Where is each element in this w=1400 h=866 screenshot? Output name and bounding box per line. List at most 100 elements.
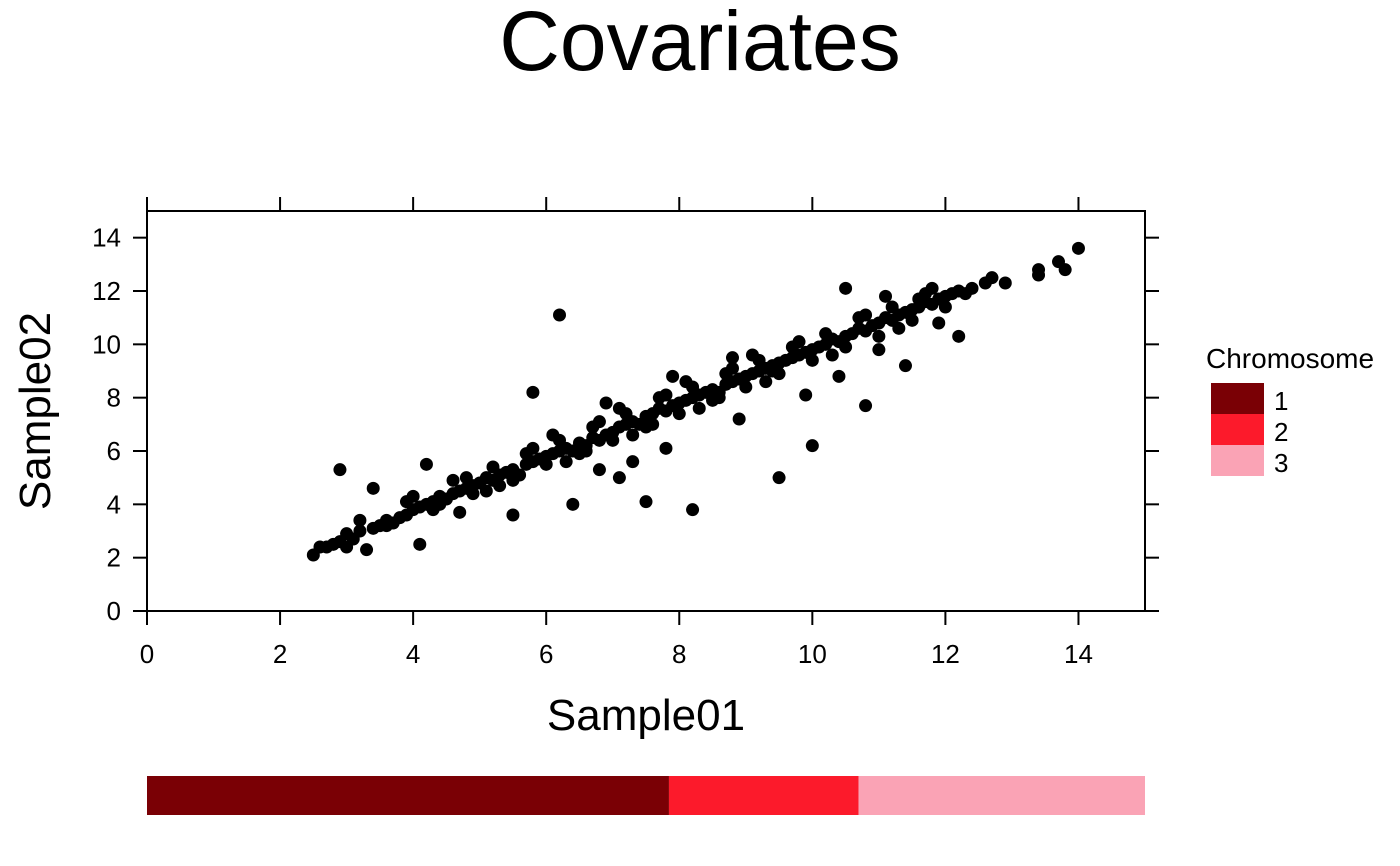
data-point bbox=[639, 495, 653, 509]
data-point bbox=[725, 351, 739, 365]
data-point bbox=[805, 353, 819, 367]
data-point bbox=[539, 457, 553, 471]
data-point bbox=[872, 329, 886, 343]
y-axis-label: Sample02 bbox=[11, 312, 60, 510]
data-point bbox=[413, 537, 427, 551]
data-point bbox=[1071, 241, 1085, 255]
legend: Chromosome 123 bbox=[1206, 343, 1374, 478]
data-point bbox=[745, 348, 759, 362]
data-point bbox=[792, 335, 806, 349]
data-point bbox=[559, 455, 573, 469]
data-point bbox=[592, 415, 606, 429]
data-point bbox=[739, 380, 753, 394]
data-point bbox=[925, 281, 939, 295]
covariate-bar-segment bbox=[858, 776, 1145, 815]
data-point bbox=[546, 428, 560, 442]
data-point bbox=[725, 361, 739, 375]
data-point bbox=[832, 369, 846, 383]
data-point bbox=[646, 417, 660, 431]
x-axis-label: Sample01 bbox=[547, 691, 745, 740]
data-point bbox=[672, 407, 686, 421]
data-point bbox=[759, 375, 773, 389]
data-point bbox=[938, 300, 952, 314]
data-point bbox=[859, 399, 873, 413]
plot-frame bbox=[146, 210, 1146, 612]
data-point bbox=[626, 455, 640, 469]
data-point bbox=[506, 473, 520, 487]
chart-title: Covariates bbox=[499, 0, 901, 88]
x-tick-label: 14 bbox=[1064, 639, 1093, 669]
data-point bbox=[526, 385, 540, 399]
x-axis: 0 2 4 6 8 10 12 14 bbox=[140, 197, 1093, 669]
data-point bbox=[1032, 263, 1046, 277]
data-point bbox=[599, 396, 613, 410]
data-point bbox=[998, 276, 1012, 290]
data-point bbox=[892, 321, 906, 335]
data-point bbox=[446, 473, 460, 487]
covariate-bar-segment bbox=[668, 776, 859, 815]
y-tick-label: 10 bbox=[92, 329, 121, 359]
data-point bbox=[493, 479, 507, 493]
legend-label: 1 bbox=[1274, 386, 1288, 416]
y-tick-label: 12 bbox=[92, 276, 121, 306]
data-point bbox=[825, 348, 839, 362]
x-tick-label: 0 bbox=[140, 639, 154, 669]
data-point bbox=[859, 308, 873, 322]
data-point bbox=[872, 343, 886, 357]
data-point bbox=[819, 327, 833, 341]
data-point bbox=[659, 441, 673, 455]
data-point bbox=[1058, 263, 1072, 277]
data-point bbox=[612, 471, 626, 485]
data-point bbox=[765, 359, 779, 373]
data-point bbox=[912, 292, 926, 306]
x-tick-label: 8 bbox=[672, 639, 686, 669]
data-point bbox=[626, 428, 640, 442]
data-point bbox=[566, 497, 580, 511]
data-point bbox=[486, 460, 500, 474]
data-point bbox=[905, 313, 919, 327]
data-point bbox=[353, 524, 367, 538]
y-tick-label: 4 bbox=[107, 489, 121, 519]
legend-title: Chromosome bbox=[1206, 343, 1374, 374]
data-point bbox=[772, 471, 786, 485]
data-point bbox=[885, 300, 899, 314]
data-point bbox=[958, 287, 972, 301]
x-tick-label: 12 bbox=[931, 639, 960, 669]
x-tick-label: 10 bbox=[798, 639, 827, 669]
data-point bbox=[433, 497, 447, 511]
scatter-points bbox=[306, 241, 1085, 562]
data-point bbox=[799, 388, 813, 402]
data-point bbox=[839, 281, 853, 295]
data-point bbox=[839, 340, 853, 354]
data-point bbox=[612, 401, 626, 415]
data-point bbox=[606, 433, 620, 447]
legend-swatch bbox=[1211, 383, 1264, 414]
data-point bbox=[712, 391, 726, 405]
data-point bbox=[879, 289, 893, 303]
data-point bbox=[380, 519, 394, 533]
data-point bbox=[659, 388, 673, 402]
data-point bbox=[366, 481, 380, 495]
data-point bbox=[985, 271, 999, 285]
data-point bbox=[360, 543, 374, 557]
x-tick-label: 2 bbox=[273, 639, 287, 669]
data-point bbox=[466, 487, 480, 501]
data-point bbox=[579, 444, 593, 458]
data-point bbox=[805, 439, 819, 453]
y-tick-label: 8 bbox=[107, 383, 121, 413]
data-point bbox=[453, 505, 467, 519]
legend-swatch bbox=[1211, 445, 1264, 476]
data-point bbox=[340, 527, 354, 541]
data-point bbox=[333, 463, 347, 477]
data-point bbox=[732, 412, 746, 426]
data-point bbox=[592, 463, 606, 477]
data-point bbox=[419, 457, 433, 471]
y-tick-label: 2 bbox=[107, 543, 121, 573]
data-point bbox=[932, 316, 946, 330]
x-tick-label: 4 bbox=[406, 639, 420, 669]
y-axis: 0 2 4 6 8 10 12 14 bbox=[92, 223, 1159, 626]
y-tick-label: 0 bbox=[107, 596, 121, 626]
y-tick-label: 6 bbox=[107, 436, 121, 466]
covariate-bar bbox=[147, 776, 1145, 815]
